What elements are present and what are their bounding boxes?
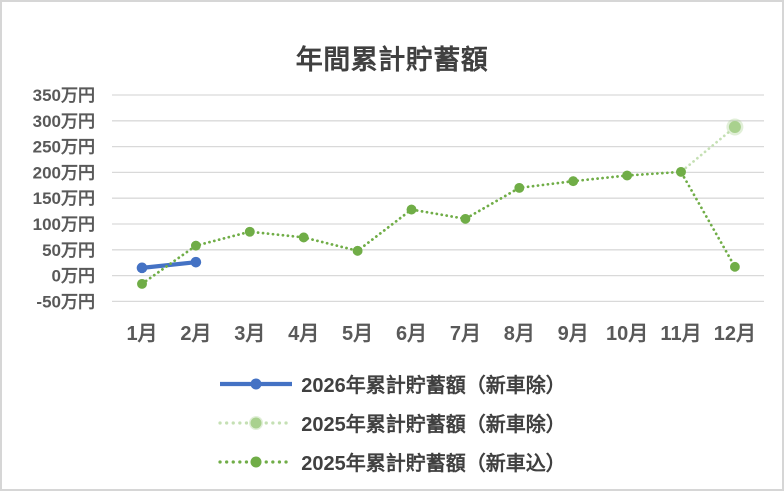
svg-text:5月: 5月 [342, 323, 373, 345]
svg-text:200万円: 200万円 [33, 163, 95, 182]
legend-marker-green-dotted-line [218, 456, 294, 467]
svg-text:12月: 12月 [714, 323, 756, 345]
svg-text:6月: 6月 [396, 323, 427, 345]
plot-area: 350万円 300万円 250万円 200万円 150万円 100万円 50万円 0万円 -50… [33, 86, 764, 345]
svg-text:4月: 4月 [288, 323, 319, 345]
svg-text:100万円: 100万円 [33, 215, 95, 234]
legend-marker-blue-solid-line [220, 378, 293, 389]
svg-text:300万円: 300万円 [33, 112, 95, 131]
legend-item-2025-incl-car: 2025年累計貯蓄額（新車込） [218, 449, 566, 475]
svg-text:150万円: 150万円 [33, 189, 95, 208]
legend-item-2025-excl-car: 2025年累計貯蓄額（新車除） [218, 410, 566, 436]
chart-legend: 2026年累計貯蓄額（新車除） 2025年累計貯蓄額（新車除） 2025年累計貯… [2, 371, 782, 475]
legend-label: 2025年累計貯蓄額（新車込） [301, 453, 566, 475]
svg-text:11月: 11月 [660, 323, 701, 345]
svg-text:2月: 2月 [180, 323, 211, 345]
legend-item-2026-excl-car: 2026年累計貯蓄額（新車除） [218, 371, 566, 397]
svg-text:7月: 7月 [450, 323, 481, 345]
legend-label: 2026年累計貯蓄額（新車除） [301, 375, 566, 397]
legend-marker-lightgreen-dotted-line [218, 415, 294, 430]
svg-text:350万円: 350万円 [33, 86, 95, 105]
svg-text:50万円: 50万円 [42, 241, 95, 260]
svg-text:3月: 3月 [234, 323, 265, 345]
svg-text:0万円: 0万円 [52, 267, 95, 286]
svg-text:1月: 1月 [126, 323, 157, 345]
svg-text:250万円: 250万円 [33, 138, 95, 157]
svg-text:-50万円: -50万円 [36, 292, 95, 311]
svg-text:9月: 9月 [558, 323, 589, 345]
svg-text:10月: 10月 [606, 323, 648, 345]
legend-label: 2025年累計貯蓄額（新車除） [301, 414, 566, 436]
svg-text:8月: 8月 [504, 323, 535, 345]
chart-title: 年間累計貯蓄額 [295, 45, 489, 75]
